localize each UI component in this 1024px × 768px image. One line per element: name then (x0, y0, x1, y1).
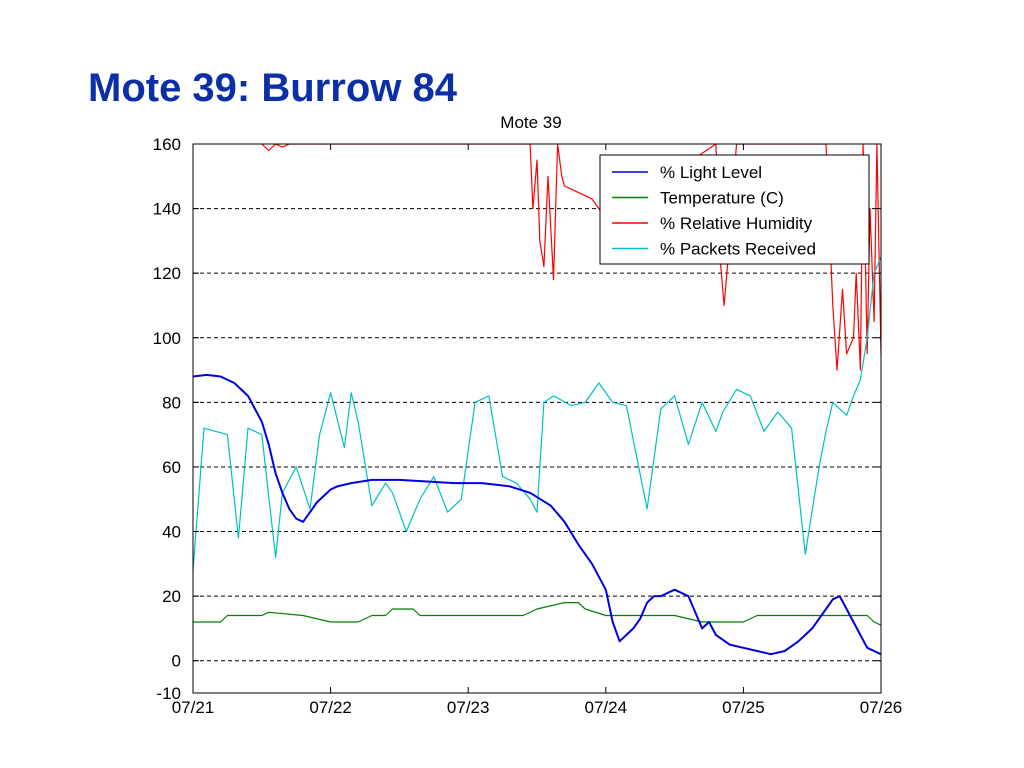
legend: % Light Level Temperature (C) % Relative H… (599, 154, 870, 265)
plot-frame (192, 143, 882, 694)
x-tick-label: 07/24 (585, 698, 628, 717)
legend-label: Temperature (C) (660, 189, 784, 208)
legend-label: % Light Level (660, 163, 762, 182)
x-axis: 07/21 07/22 07/23 07/24 07/25 07/26 (172, 144, 903, 717)
y-tick-label: 40 (162, 523, 181, 542)
legend-label: % Relative Humidity (660, 214, 813, 233)
chart-title: Mote 39 (500, 113, 561, 132)
x-tick-label: 07/25 (722, 698, 765, 717)
series-line-temperature-c (193, 601, 881, 626)
y-tick-label: 60 (162, 458, 181, 477)
y-tick-label: 140 (153, 200, 181, 219)
y-axis: -10 0 20 40 60 80 100 120 140 160 (153, 135, 881, 703)
x-tick-label: 07/21 (172, 698, 215, 717)
x-tick-label: 07/22 (309, 698, 352, 717)
y-tick-label: 80 (162, 393, 181, 412)
y-tick-label: -10 (156, 684, 181, 703)
x-tick-label: 07/26 (860, 698, 903, 717)
legend-box (599, 154, 870, 265)
y-tick-label: 120 (153, 264, 181, 283)
series-line-packets-received (193, 256, 881, 571)
y-tick-label: 0 (172, 652, 181, 671)
y-tick-label: 20 (162, 587, 181, 606)
x-tick-label: 07/23 (447, 698, 490, 717)
y-tick-label: 100 (153, 329, 181, 348)
y-tick-label: 160 (153, 135, 181, 154)
slide-title: Mote 39: Burrow 84 (88, 66, 457, 110)
series-line-light-level (193, 373, 881, 656)
gridlines (193, 208, 881, 662)
legend-label: % Packets Received (660, 240, 816, 259)
